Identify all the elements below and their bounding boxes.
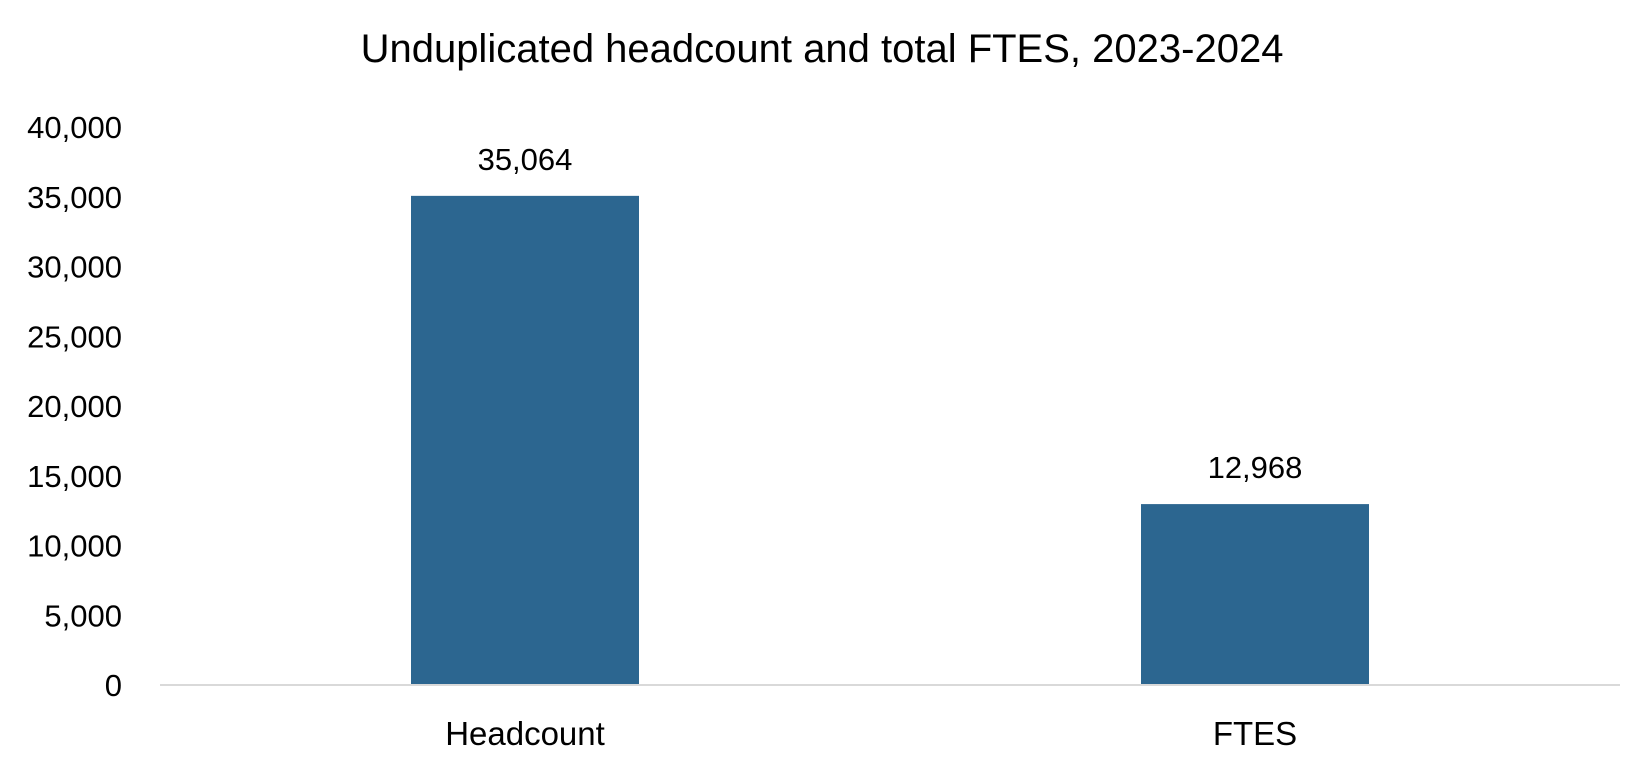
bars-group: 35,064 12,968 — [411, 142, 1369, 686]
bar-ftes — [1141, 504, 1369, 685]
chart-title: Unduplicated headcount and total FTES, 2… — [361, 27, 1284, 71]
x-axis: Headcount FTES — [445, 715, 1297, 752]
y-tick-label: 10,000 — [27, 529, 122, 564]
y-tick-label: 15,000 — [27, 459, 122, 494]
y-tick-label: 25,000 — [27, 319, 122, 354]
y-tick-label: 20,000 — [27, 389, 122, 424]
y-tick-label: 5,000 — [44, 598, 122, 633]
y-tick-label: 0 — [105, 668, 122, 703]
data-label-headcount: 35,064 — [478, 142, 573, 177]
y-axis: 0 5,000 10,000 15,000 20,000 25,000 30,000 35,0… — [27, 110, 122, 703]
y-tick-label: 40,000 — [27, 110, 122, 145]
x-tick-label-headcount: Headcount — [445, 715, 605, 752]
x-tick-label-ftes: FTES — [1213, 715, 1297, 752]
data-label-ftes: 12,968 — [1208, 450, 1303, 485]
y-tick-label: 30,000 — [27, 250, 122, 285]
bar-headcount — [411, 195, 639, 686]
y-tick-label: 35,000 — [27, 180, 122, 215]
